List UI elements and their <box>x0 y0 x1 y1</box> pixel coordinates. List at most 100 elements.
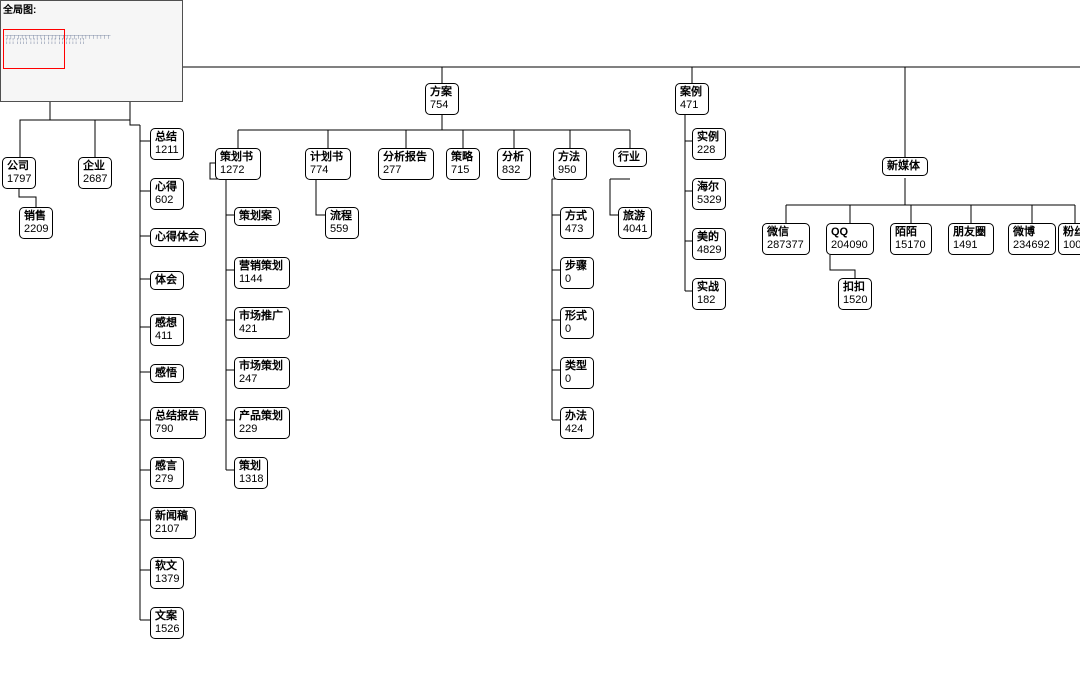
node-value: 2107 <box>155 523 191 536</box>
node-label: 实例 <box>697 131 721 144</box>
node-value: 1272 <box>220 164 256 177</box>
node-label: 旅游 <box>623 210 647 223</box>
tree-node-ruanwen[interactable]: 软文1379 <box>150 557 184 589</box>
tree-node-sctg[interactable]: 市场推广421 <box>234 307 290 339</box>
node-label: 心得体会 <box>155 231 201 244</box>
node-value: 204090 <box>831 239 869 252</box>
tree-node-hangye[interactable]: 行业 <box>613 148 647 167</box>
node-label: 计划书 <box>310 151 346 164</box>
tree-node-haier[interactable]: 海尔5329 <box>692 178 726 210</box>
node-label: 体会 <box>155 274 179 287</box>
tree-node-ganxiang[interactable]: 感想411 <box>150 314 184 346</box>
tree-node-qq[interactable]: QQ204090 <box>826 223 874 255</box>
tree-node-fxbg[interactable]: 分析报告277 <box>378 148 434 180</box>
node-value: 229 <box>239 423 285 436</box>
tree-node-fangshi[interactable]: 方式473 <box>560 207 594 239</box>
tree-node-ganyan[interactable]: 感言279 <box>150 457 184 489</box>
tree-node-xdth[interactable]: 心得体会 <box>150 228 206 247</box>
tree-node-cehuaan[interactable]: 策划案 <box>234 207 280 226</box>
node-value: 182 <box>697 294 721 307</box>
minimap-viewport[interactable] <box>3 29 65 69</box>
node-label: 方案 <box>430 86 454 99</box>
node-label: 类型 <box>565 360 589 373</box>
node-label: 方法 <box>558 151 582 164</box>
node-label: 感想 <box>155 317 179 330</box>
node-value: 774 <box>310 164 346 177</box>
node-label: 粉丝 <box>1063 226 1080 239</box>
tree-node-banfa[interactable]: 办法424 <box>560 407 594 439</box>
tree-node-xingshi[interactable]: 形式0 <box>560 307 594 339</box>
node-label: 行业 <box>618 151 642 164</box>
tree-node-cehua[interactable]: 策划1318 <box>234 457 268 489</box>
tree-node-pyq[interactable]: 朋友圈1491 <box>948 223 994 255</box>
tree-node-zongjie[interactable]: 总结1211 <box>150 128 184 160</box>
tree-node-shili[interactable]: 实例228 <box>692 128 726 160</box>
node-value: 0 <box>565 323 589 336</box>
tree-node-fangan[interactable]: 方案754 <box>425 83 459 115</box>
node-value: 424 <box>565 423 589 436</box>
node-label: 企业 <box>83 160 107 173</box>
tree-node-cehuashu[interactable]: 策划书1272 <box>215 148 261 180</box>
node-label: 朋友圈 <box>953 226 989 239</box>
tree-node-jihuashu[interactable]: 计划书774 <box>305 148 351 180</box>
node-value: 602 <box>155 194 179 207</box>
tree-node-weibo[interactable]: 微博234692 <box>1008 223 1056 255</box>
node-label: 分析 <box>502 151 526 164</box>
node-label: 方式 <box>565 210 589 223</box>
node-label: 海尔 <box>697 181 721 194</box>
tree-node-liucheng[interactable]: 流程559 <box>325 207 359 239</box>
node-label: 新闻稿 <box>155 510 191 523</box>
minimap-panel[interactable]: 全局图: ┬┬┬┬┬┬┬┬┬┬┬┬┬┬┬┬┬┬┬┬┬┬┬┬┬┬┬┬╎╎╎ ╎╎╎… <box>0 0 183 102</box>
tree-node-meidi[interactable]: 美的4829 <box>692 228 726 260</box>
tree-node-buzhou[interactable]: 步骤0 <box>560 257 594 289</box>
tree-node-lvyou[interactable]: 旅游4041 <box>618 207 652 239</box>
node-label: 策划案 <box>239 210 275 223</box>
node-value: 1318 <box>239 473 263 486</box>
tree-node-xinweng[interactable]: 新闻稿2107 <box>150 507 196 539</box>
node-value: 1379 <box>155 573 179 586</box>
tree-node-cpch[interactable]: 产品策划229 <box>234 407 290 439</box>
tree-node-shizhan[interactable]: 实战182 <box>692 278 726 310</box>
node-label: 市场推广 <box>239 310 285 323</box>
tree-node-xinde[interactable]: 心得602 <box>150 178 184 210</box>
tree-node-zjbg[interactable]: 总结报告790 <box>150 407 206 439</box>
tree-node-weixin[interactable]: 微信287377 <box>762 223 810 255</box>
tree-node-fenxi[interactable]: 分析832 <box>497 148 531 180</box>
tree-node-koukou[interactable]: 扣扣1520 <box>838 278 872 310</box>
node-value: 228 <box>697 144 721 157</box>
node-value: 832 <box>502 164 526 177</box>
node-label: 总结报告 <box>155 410 201 423</box>
tree-node-ganwu[interactable]: 感悟 <box>150 364 184 383</box>
tree-node-leixing[interactable]: 类型0 <box>560 357 594 389</box>
tree-node-qiye[interactable]: 企业2687 <box>78 157 112 189</box>
node-label: 感言 <box>155 460 179 473</box>
node-label: 感悟 <box>155 367 179 380</box>
node-value: 5329 <box>697 194 721 207</box>
node-label: 总结 <box>155 131 179 144</box>
tree-node-celue[interactable]: 策略715 <box>446 148 480 180</box>
node-value: 279 <box>155 473 179 486</box>
tree-node-momo[interactable]: 陌陌15170 <box>890 223 932 255</box>
tree-node-gongsi[interactable]: 公司1797 <box>2 157 36 189</box>
node-value: 0 <box>565 373 589 386</box>
node-label: 微信 <box>767 226 805 239</box>
node-label: 陌陌 <box>895 226 927 239</box>
tree-node-anli[interactable]: 案例471 <box>675 83 709 115</box>
tree-node-fensi[interactable]: 粉丝1004 <box>1058 223 1080 255</box>
node-label: 营销策划 <box>239 260 285 273</box>
node-value: 4829 <box>697 244 721 257</box>
node-label: 文案 <box>155 610 179 623</box>
tree-node-yxch[interactable]: 营销策划1144 <box>234 257 290 289</box>
node-value: 4041 <box>623 223 647 236</box>
node-value: 1491 <box>953 239 989 252</box>
node-label: 案例 <box>680 86 704 99</box>
tree-node-fangfa[interactable]: 方法950 <box>553 148 587 180</box>
node-label: 产品策划 <box>239 410 285 423</box>
tree-node-sccl[interactable]: 市场策划247 <box>234 357 290 389</box>
node-value: 754 <box>430 99 454 112</box>
tree-node-tihui[interactable]: 体会 <box>150 271 184 290</box>
tree-node-xiaoshou[interactable]: 销售2209 <box>19 207 53 239</box>
node-label: 软文 <box>155 560 179 573</box>
tree-node-xinmeiti[interactable]: 新媒体 <box>882 157 928 176</box>
tree-node-wenan[interactable]: 文案1526 <box>150 607 184 639</box>
